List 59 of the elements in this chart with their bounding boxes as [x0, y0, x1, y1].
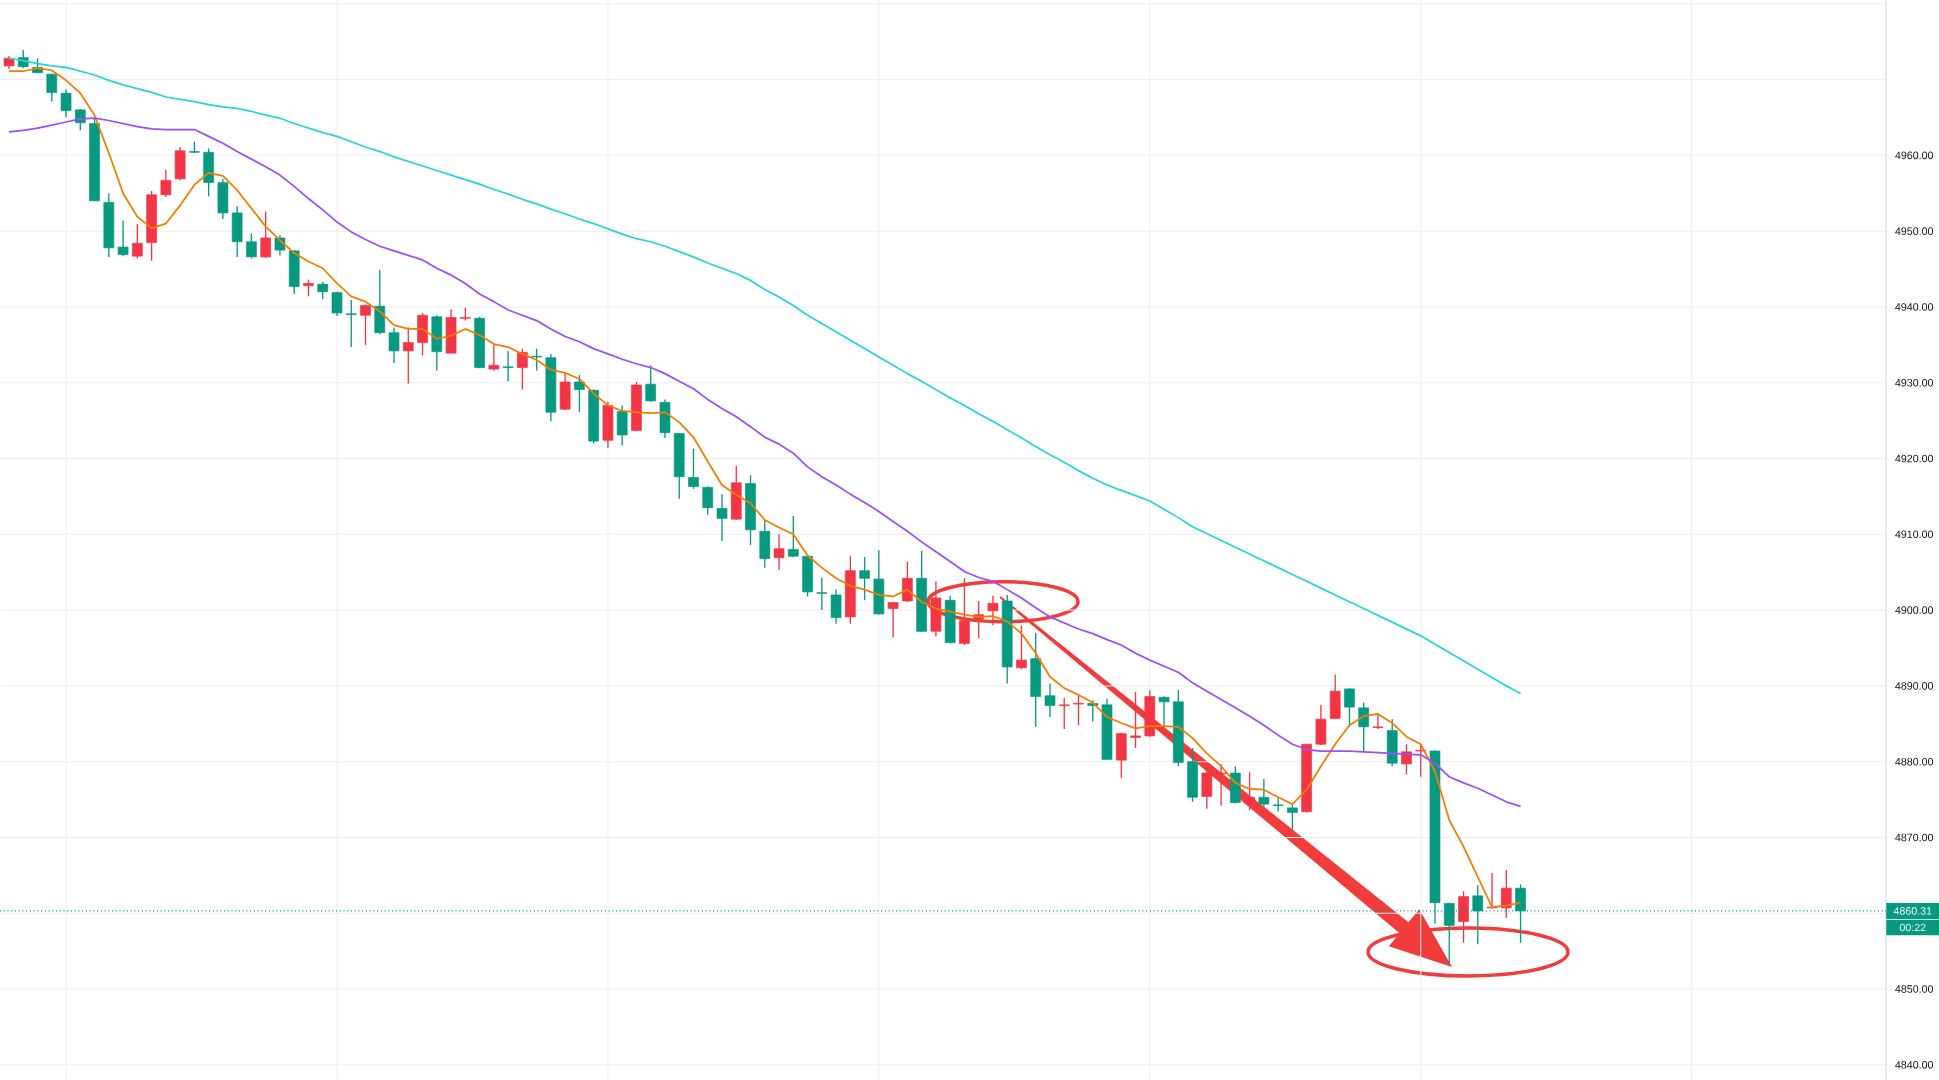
candlestick	[260, 210, 272, 259]
candlestick	[702, 485, 714, 516]
candlestick	[574, 374, 585, 413]
candlestick	[502, 350, 514, 382]
candlestick	[402, 326, 414, 385]
candlestick	[360, 303, 371, 346]
candlestick	[887, 601, 899, 639]
candlestick	[388, 326, 400, 364]
y-tick-label: 4930.00	[1895, 378, 1934, 387]
candlestick	[1358, 701, 1370, 753]
candlestick	[1058, 697, 1070, 730]
candlestick	[1272, 796, 1284, 813]
candlestick	[160, 169, 172, 198]
y-tick-label: 4920.00	[1895, 454, 1934, 463]
y-tick-label: 4900.00	[1895, 606, 1934, 614]
candlestick	[902, 560, 913, 603]
candlestick	[132, 223, 143, 260]
candlestick	[1158, 695, 1170, 728]
candlestick	[531, 347, 542, 372]
candlestick	[117, 219, 129, 257]
candlestick	[1044, 682, 1056, 718]
candlestick	[46, 72, 58, 103]
candlestick	[688, 447, 699, 490]
candlestick	[1215, 763, 1227, 807]
text: 00:22	[1899, 923, 1926, 932]
candlestick	[1244, 771, 1255, 811]
candlestick	[645, 364, 657, 403]
candlestick	[1415, 743, 1427, 778]
candlestick	[60, 88, 72, 119]
candlestick	[830, 588, 842, 625]
y-tick-label: 4940.00	[1895, 303, 1934, 311]
candlestick	[1500, 869, 1512, 919]
candlestick	[716, 493, 728, 542]
candlestick	[246, 232, 257, 260]
candlestick	[345, 299, 357, 348]
candlestick	[787, 515, 799, 558]
y-tick-label: 4950.00	[1895, 227, 1934, 235]
candlestick	[1258, 778, 1270, 808]
candlestick	[517, 347, 528, 391]
candlestick	[1372, 713, 1384, 730]
y-tick-label: 4910.00	[1895, 530, 1934, 539]
candlestick	[1130, 691, 1141, 749]
candlestick	[773, 533, 785, 571]
y-tick-label: 4850.00	[1895, 985, 1934, 993]
candlestick	[816, 576, 828, 611]
y-tick-label: 4960.00	[1895, 151, 1934, 160]
y-tick-label: 4840.00	[1895, 1061, 1934, 1069]
candlestick	[1201, 764, 1213, 810]
candlestick	[331, 291, 343, 317]
ref-line-label: 4860.31	[1893, 907, 1932, 915]
candlestick	[1073, 693, 1084, 726]
candlestick	[1287, 803, 1298, 831]
candlestick	[488, 344, 500, 372]
y-tick-label: 4890.00	[1895, 682, 1934, 690]
candlestick	[1016, 624, 1027, 670]
candlestick	[616, 404, 628, 447]
y-tick-label: 4880.00	[1895, 757, 1934, 766]
y-tick-label: 4870.00	[1895, 833, 1934, 842]
candlestick	[859, 556, 870, 601]
